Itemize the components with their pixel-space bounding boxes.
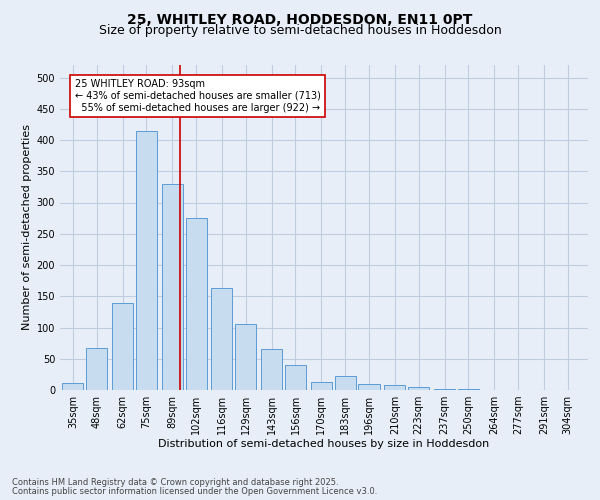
Text: 25 WHITLEY ROAD: 93sqm
← 43% of semi-detached houses are smaller (713)
  55% of : 25 WHITLEY ROAD: 93sqm ← 43% of semi-det… [75,80,320,112]
Bar [261,350,282,390]
Y-axis label: Number of semi-detached properties: Number of semi-detached properties [22,124,32,330]
Bar [161,184,183,390]
Bar [335,376,356,390]
Bar [86,348,107,390]
Text: Size of property relative to semi-detached houses in Hoddesdon: Size of property relative to semi-detach… [98,24,502,37]
Bar [408,387,430,390]
Bar [285,365,306,390]
Bar [185,218,207,390]
Text: 25, WHITLEY ROAD, HODDESDON, EN11 0PT: 25, WHITLEY ROAD, HODDESDON, EN11 0PT [127,12,473,26]
Bar [112,302,133,390]
Bar [136,130,157,390]
X-axis label: Distribution of semi-detached houses by size in Hoddesdon: Distribution of semi-detached houses by … [158,438,490,448]
Text: Contains public sector information licensed under the Open Government Licence v3: Contains public sector information licen… [12,486,377,496]
Bar [311,382,332,390]
Bar [384,385,406,390]
Bar [358,384,380,390]
Text: Contains HM Land Registry data © Crown copyright and database right 2025.: Contains HM Land Registry data © Crown c… [12,478,338,487]
Bar [235,324,256,390]
Bar [62,382,83,390]
Bar [211,288,232,390]
Bar [434,389,455,390]
